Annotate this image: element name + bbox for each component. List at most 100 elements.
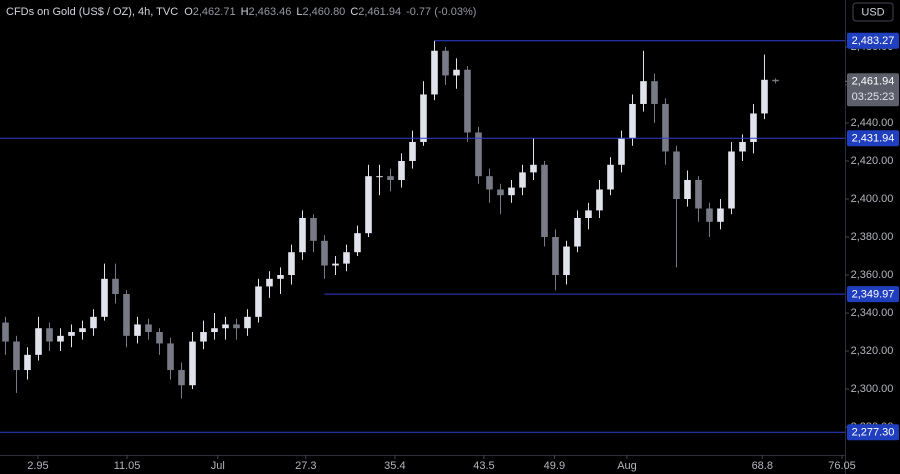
candle-body: [574, 217, 581, 247]
candle-body: [464, 69, 471, 133]
candle-body: [156, 332, 163, 344]
x-tick-label: 43.5: [473, 460, 494, 472]
candle-body: [277, 275, 284, 279]
candle-body: [409, 141, 416, 161]
y-tick-label: 2,360.00: [851, 269, 894, 281]
candle-body: [442, 50, 449, 76]
last-price-box: [847, 73, 899, 107]
x-tick-label: 68.8: [752, 460, 773, 472]
symbol-title: CFDs on Gold (US$ / OZ), 4h, TVC: [6, 6, 178, 18]
y-tick-label: 2,440.00: [851, 117, 894, 129]
candle-body: [310, 217, 317, 241]
currency-label[interactable]: USD: [861, 6, 884, 18]
candle-body: [189, 341, 196, 386]
candle-body: [211, 328, 218, 333]
candle-body: [200, 332, 207, 342]
candle-body: [266, 278, 273, 287]
x-tick-label: Aug: [617, 460, 637, 472]
level-label-box: [847, 130, 899, 147]
y-tick-label: 2,300.00: [851, 383, 894, 395]
candle-body: [728, 151, 735, 209]
level-label: 2,431.94: [852, 133, 895, 145]
level-label: 2,277.30: [852, 427, 895, 439]
y-tick-label: 2,400.00: [851, 193, 894, 205]
legend-text: CFDs on Gold (US$ / OZ), 4h, TVC O2,462.7…: [6, 6, 476, 18]
candle-body: [684, 179, 691, 199]
ohlc-value: 2,461.94: [358, 6, 401, 18]
y-tick-label: 2,320.00: [851, 345, 894, 357]
x-tick-label: 49.9: [544, 460, 565, 472]
candle-body: [332, 263, 339, 266]
level-label-box: [847, 32, 899, 49]
ohlc-value: 2,462.71: [193, 6, 236, 18]
candle-body: [343, 252, 350, 264]
level-label-box: [847, 286, 899, 303]
y-tick-label: 2,340.00: [851, 307, 894, 319]
candle-body: [288, 252, 295, 276]
countdown-label: 03:25:23: [852, 91, 895, 103]
candle-body: [222, 324, 229, 329]
candle-body: [24, 354, 31, 371]
candle-body: [596, 189, 603, 211]
candle-body: [123, 294, 130, 336]
candle-body: [629, 103, 636, 139]
candle-body: [717, 208, 724, 222]
candle-body: [607, 164, 614, 190]
candle-body: [112, 278, 119, 295]
candle-body: [563, 246, 570, 276]
candle-body: [365, 176, 372, 234]
candle-body: [387, 176, 394, 180]
candle-body: [651, 81, 658, 104]
candle-body: [255, 286, 262, 317]
legend: CFDs on Gold (US$ / OZ), 4h, TVC O2,462.7…: [6, 6, 476, 18]
candle-body: [2, 322, 9, 342]
ohlc-key: C: [350, 6, 358, 18]
candle-body: [486, 176, 493, 190]
x-tick-label: 76.05: [828, 460, 856, 472]
candle-body: [376, 176, 383, 178]
candle-body: [57, 335, 64, 342]
candle-body: [453, 69, 460, 76]
ohlc-value: 2,460.80: [302, 6, 345, 18]
y-tick-label: 2,380.00: [851, 231, 894, 243]
last-price-label: 2,461.94: [852, 76, 895, 88]
candle-body: [13, 341, 20, 371]
candle-body: [90, 316, 97, 329]
candle-body: [673, 151, 680, 199]
ohlc-key: H: [241, 6, 249, 18]
candle-body: [46, 328, 53, 342]
candle-body: [662, 103, 669, 152]
candle-body: [706, 208, 713, 222]
x-tick-label: Jul: [211, 460, 225, 472]
candle-body: [299, 217, 306, 253]
candle-body: [519, 172, 526, 188]
x-tick-label: 35.4: [384, 460, 405, 472]
candle-body: [530, 164, 537, 173]
candle-body: [552, 237, 559, 276]
candle-body: [244, 316, 251, 329]
candle-body: [508, 187, 515, 196]
candle-body: [497, 189, 504, 196]
candle-body: [68, 332, 75, 336]
candle-body: [101, 278, 108, 317]
candle-body: [145, 324, 152, 333]
candle-body: [541, 164, 548, 238]
candle-body: [79, 328, 86, 333]
y-tick-label: 2,420.00: [851, 155, 894, 167]
ohlc-key: L: [296, 6, 302, 18]
currency-button[interactable]: [852, 2, 894, 22]
candle-body: [35, 328, 42, 355]
change-value: -0.77 (-0.03%): [406, 6, 476, 18]
x-tick-label: 2.95: [27, 460, 48, 472]
ohlc-key: O: [184, 6, 193, 18]
candle-body: [585, 210, 592, 218]
level-label-box: [847, 424, 899, 441]
x-tick-label: 11.05: [114, 460, 141, 472]
candle-body: [475, 132, 482, 177]
level-label: 2,349.97: [852, 288, 895, 300]
candle-body: [420, 94, 427, 142]
candle-body: [761, 79, 768, 114]
